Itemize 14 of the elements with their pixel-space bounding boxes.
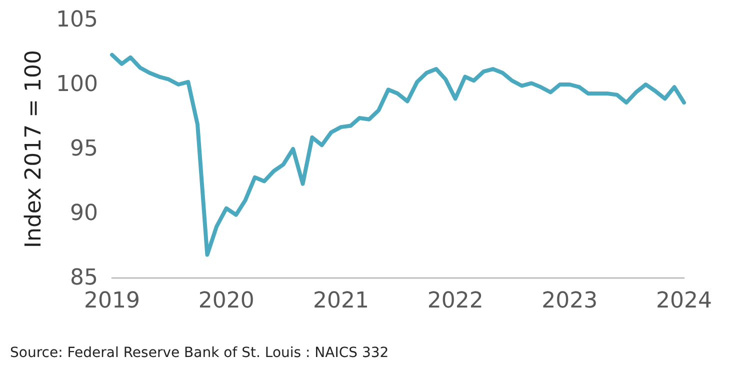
y-axis-title: Index 2017 = 100 <box>22 50 47 248</box>
y-tick-label: 105 <box>56 8 98 32</box>
x-tick-label: 2024 <box>656 288 712 314</box>
y-tick-label: 100 <box>56 72 98 97</box>
y-tick-label: 90 <box>70 201 98 226</box>
source-note: Source: Federal Reserve Bank of St. Louis : NAICS 332 <box>10 345 389 361</box>
y-tick-label: 85 <box>70 266 98 290</box>
y-tick-label: 95 <box>70 136 98 162</box>
x-tick-label: 2023 <box>542 288 598 314</box>
x-tick-label: 2021 <box>312 288 369 314</box>
x-tick-label: 2022 <box>427 288 484 314</box>
x-tick-label: 2019 <box>84 288 140 314</box>
line-series <box>110 52 686 257</box>
x-tick-label: 2020 <box>198 288 254 314</box>
